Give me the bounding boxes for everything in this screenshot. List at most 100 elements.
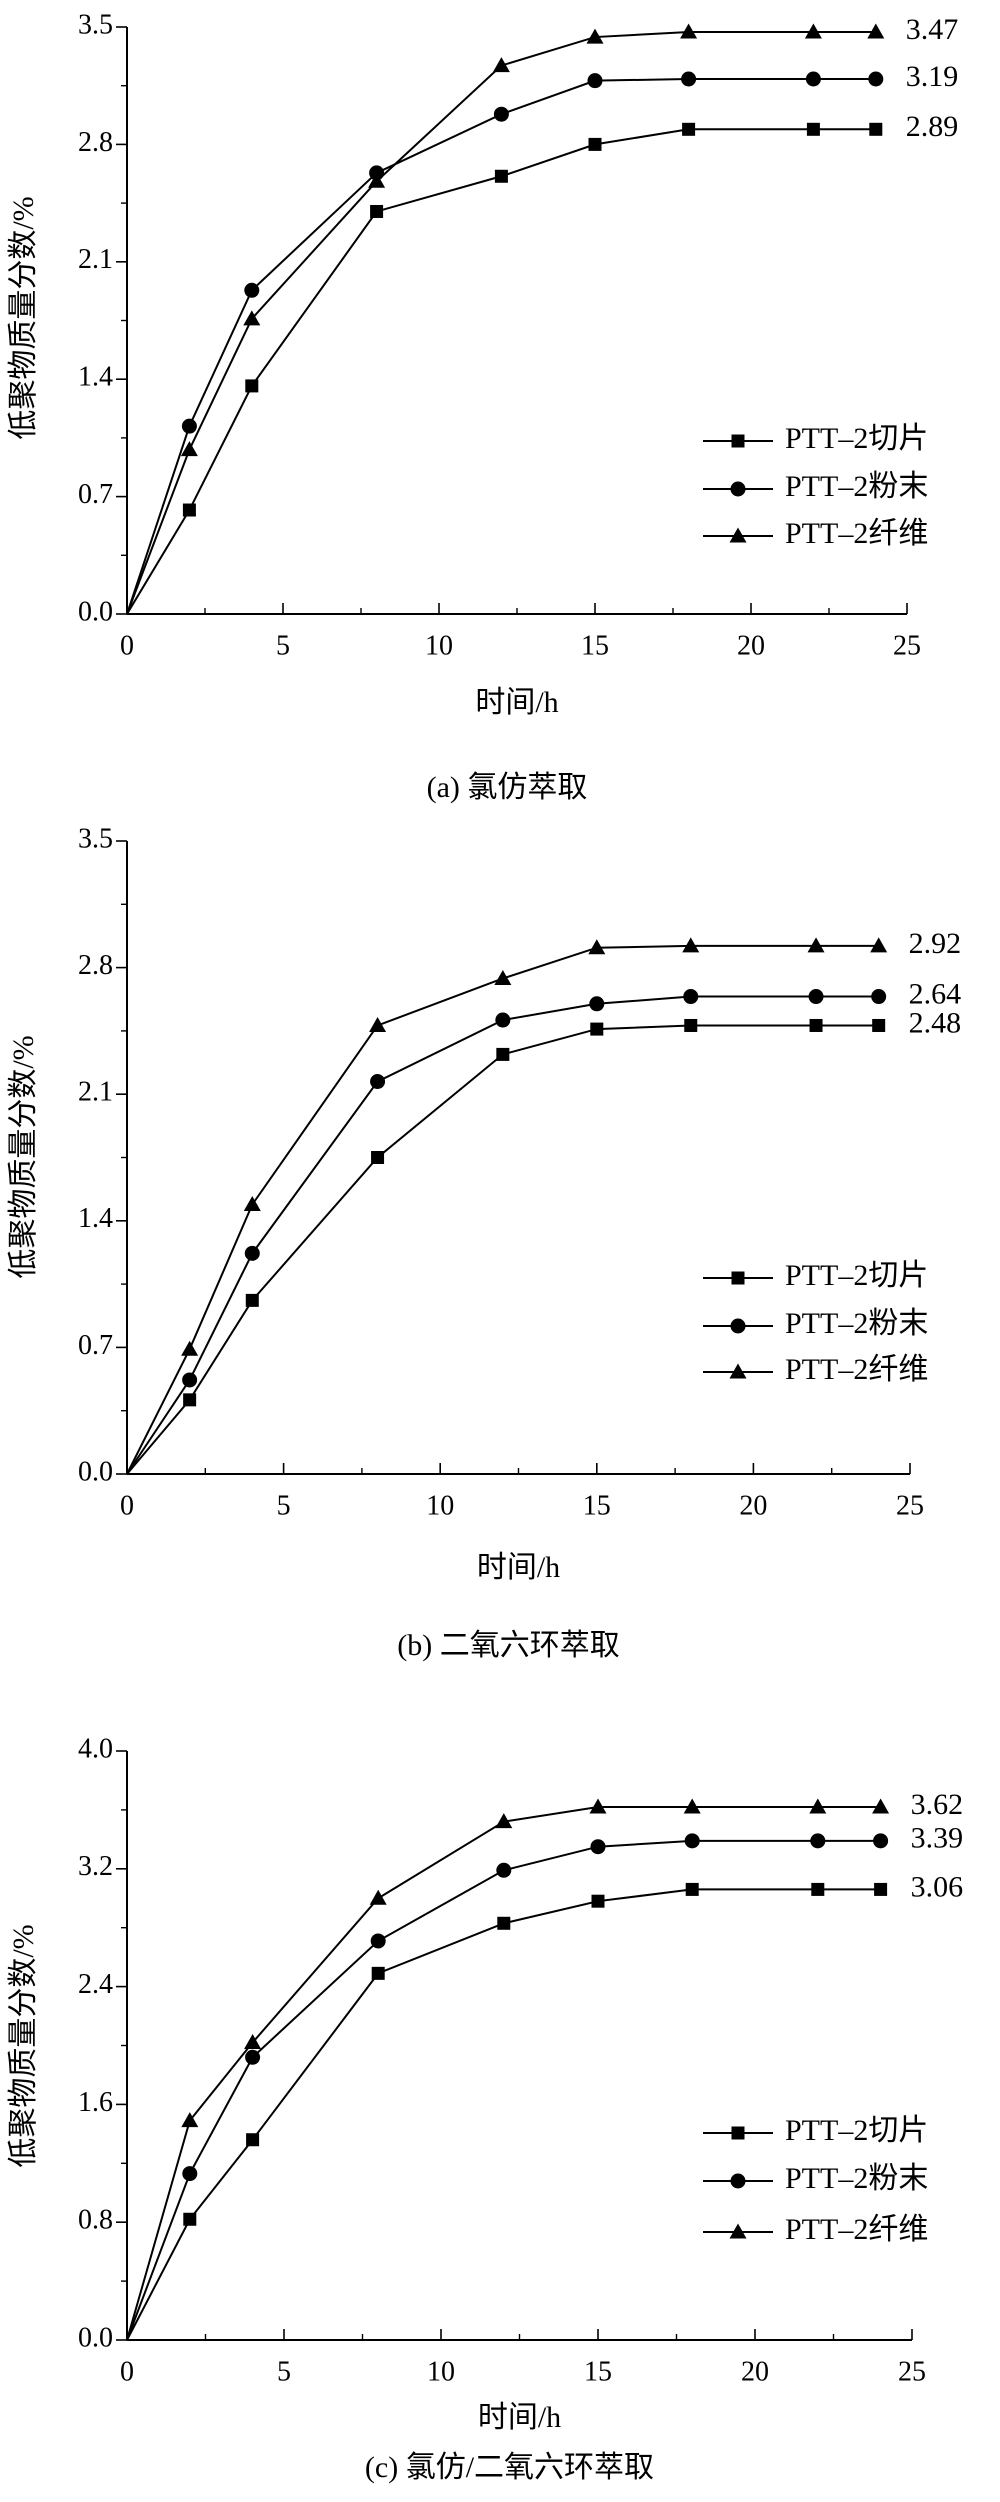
series-triangle: 3.47 (126, 13, 959, 615)
data-point-triangle (495, 1813, 513, 1829)
legend-entry: PTT–2粉末 (703, 2162, 928, 2195)
data-point-triangle (243, 1196, 261, 1212)
x-tick-label: 20 (737, 630, 765, 661)
legend-label: PTT–2粉末 (785, 470, 928, 503)
y-tick-label: 2.4 (78, 1969, 113, 2000)
x-tick-label: 25 (896, 1490, 924, 1521)
data-point-circle (683, 989, 699, 1005)
data-point-triangle (586, 28, 604, 44)
legend-entry: PTT–2粉末 (703, 1307, 928, 1340)
data-point-square (685, 1882, 699, 1896)
end-value-label: 2.64 (909, 977, 962, 1010)
legend-marker-square (731, 2126, 745, 2140)
legend-marker-square (731, 434, 745, 448)
data-point-triangle (867, 23, 885, 39)
end-value-label: 2.92 (909, 927, 962, 960)
data-point-circle (244, 282, 260, 298)
data-point-circle (805, 71, 821, 87)
data-point-square (806, 122, 820, 136)
data-point-circle (245, 2049, 261, 2065)
series-circle: 3.39 (126, 1822, 964, 2341)
data-point-circle (587, 73, 603, 89)
y-axis-label: 低聚物质量分数/% (7, 1035, 40, 1278)
data-point-triangle (682, 937, 700, 953)
y-tick-label: 4.0 (78, 1733, 113, 1764)
data-point-circle (496, 1862, 512, 1878)
data-point-triangle (872, 1798, 890, 1814)
legend-label: PTT–2纤维 (785, 517, 928, 550)
x-tick-label: 15 (583, 1490, 611, 1521)
data-point-square (591, 1894, 605, 1908)
x-axis-label: 时间/h (477, 1551, 560, 1584)
legend-label: PTT–2纤维 (785, 2213, 928, 2246)
data-point-square (590, 1022, 604, 1036)
end-value-label: 3.47 (906, 13, 959, 46)
data-point-triangle (492, 57, 510, 73)
data-point-square (245, 379, 259, 393)
x-tick-label: 20 (741, 2356, 769, 2387)
series-triangle: 2.92 (126, 927, 962, 1475)
legend-entry: PTT–2纤维 (703, 1353, 928, 1386)
y-tick-label: 2.8 (78, 950, 113, 981)
series-square: 2.48 (126, 1006, 961, 1475)
y-tick-label: 0.7 (78, 479, 113, 510)
data-point-circle (493, 106, 509, 122)
legend-marker-circle (730, 1318, 746, 1334)
legend-marker-triangle (729, 2223, 747, 2239)
data-point-circle (370, 1933, 386, 1949)
data-point-circle (495, 1012, 511, 1028)
data-point-square (494, 169, 508, 183)
y-axis-label: 低聚物质量分数/% (7, 1924, 40, 2167)
x-tick-label: 15 (584, 2356, 612, 2387)
legend-entry: PTT–2粉末 (703, 470, 928, 503)
x-tick-label: 15 (581, 630, 609, 661)
end-value-label: 3.39 (911, 1822, 964, 1855)
data-point-square (371, 1966, 385, 1980)
data-point-triangle (368, 172, 386, 188)
x-tick-label: 5 (276, 630, 290, 661)
y-tick-label: 2.8 (78, 127, 113, 158)
data-point-circle (873, 1833, 889, 1849)
figure-caption: (b) 二氧六环萃取 (397, 1629, 619, 1662)
legend-label: PTT–2粉末 (785, 2162, 928, 2195)
data-point-square (874, 1882, 888, 1896)
legend-label: PTT–2粉末 (785, 1307, 928, 1340)
data-point-square (183, 2212, 197, 2226)
y-tick-label: 0.0 (78, 2322, 113, 2353)
data-point-square (684, 1018, 698, 1032)
data-point-square (246, 2133, 260, 2147)
legend-marker-triangle (729, 1363, 747, 1379)
data-point-triangle (244, 2034, 262, 2050)
data-point-triangle (809, 1798, 827, 1814)
y-tick-label: 3.5 (78, 9, 113, 40)
data-point-square (496, 1047, 510, 1061)
legend-marker-circle (730, 481, 746, 497)
y-tick-label: 0.0 (78, 596, 113, 627)
chart-panel-b: 0 5 10 15 20 25 0.0 0.7 1.4 2.1 2.8 3.5 时间/h 低聚物质量分数/… (7, 823, 961, 1661)
data-point-triangle (683, 1798, 701, 1814)
data-point-square (588, 137, 602, 151)
end-value-label: 3.19 (906, 60, 959, 93)
legend-label: PTT–2纤维 (785, 1353, 928, 1386)
x-tick-label: 10 (425, 630, 453, 661)
data-point-triangle (369, 1016, 387, 1032)
figure-caption: (c) 氯仿/二氧六环萃取 (365, 2451, 654, 2484)
data-point-triangle (180, 441, 198, 457)
x-tick-label: 5 (277, 1490, 291, 1521)
data-point-circle (871, 989, 887, 1005)
data-point-square (682, 122, 696, 136)
series-line (126, 1888, 881, 2341)
series-square: 2.89 (126, 110, 958, 615)
series-line (126, 1024, 879, 1475)
x-tick-label: 10 (426, 1490, 454, 1521)
legend-entry: PTT–2纤维 (703, 2213, 928, 2246)
data-point-circle (590, 1839, 606, 1855)
data-point-circle (370, 1074, 386, 1090)
data-point-square (809, 1018, 823, 1032)
x-tick-label: 25 (898, 2356, 926, 2387)
data-point-square (245, 1293, 259, 1307)
data-point-triangle (369, 1889, 387, 1905)
series-circle: 2.64 (126, 977, 962, 1475)
legend-marker-triangle (729, 527, 747, 543)
